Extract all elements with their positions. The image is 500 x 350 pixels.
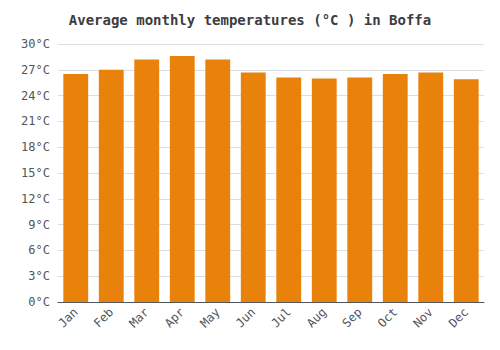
svg-text:May: May: [197, 305, 222, 330]
svg-text:Jan: Jan: [55, 305, 80, 330]
svg-text:Mar: Mar: [126, 305, 151, 330]
svg-text:24°C: 24°C: [21, 89, 50, 103]
svg-text:30°C: 30°C: [21, 37, 50, 51]
svg-text:3°C: 3°C: [28, 269, 50, 283]
svg-text:18°C: 18°C: [21, 140, 50, 154]
svg-text:Jun: Jun: [233, 305, 258, 330]
svg-text:27°C: 27°C: [21, 63, 50, 77]
svg-text:Apr: Apr: [162, 305, 187, 330]
svg-text:12°C: 12°C: [21, 192, 50, 206]
svg-text:Feb: Feb: [91, 305, 116, 330]
svg-text:15°C: 15°C: [21, 166, 50, 180]
svg-text:Sep: Sep: [339, 305, 364, 330]
svg-text:Nov: Nov: [410, 305, 435, 330]
svg-text:Aug: Aug: [304, 305, 329, 330]
svg-text:6°C: 6°C: [28, 243, 50, 257]
svg-text:0°C: 0°C: [28, 295, 50, 309]
svg-text:Jul: Jul: [268, 305, 293, 330]
svg-text:Average monthly temperatures (: Average monthly temperatures (°C ) in Bo…: [69, 12, 431, 28]
svg-text:9°C: 9°C: [28, 218, 50, 232]
svg-text:Dec: Dec: [446, 305, 471, 330]
svg-text:Oct: Oct: [375, 305, 400, 330]
svg-text:21°C: 21°C: [21, 114, 50, 128]
